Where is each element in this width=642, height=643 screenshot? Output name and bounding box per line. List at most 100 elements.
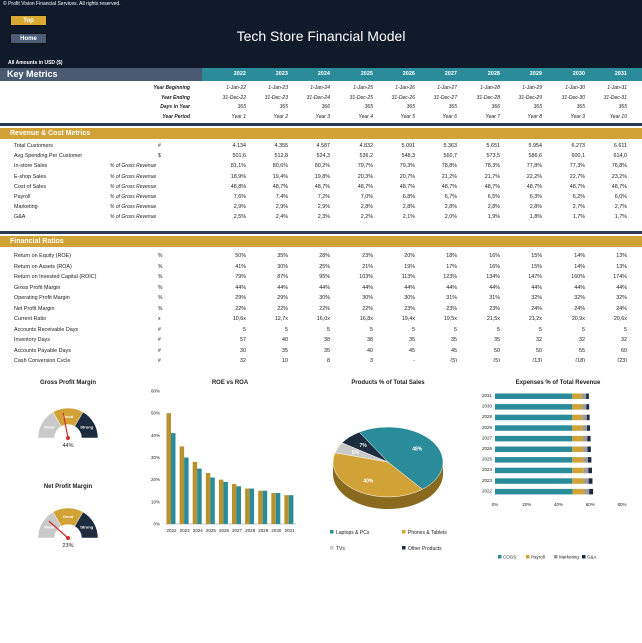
row-value: 31-Dec-27 xyxy=(433,94,457,101)
row-unit: # xyxy=(158,143,161,149)
row-value: 1-Jan-27 xyxy=(437,85,457,91)
row-value: 10 xyxy=(282,358,288,364)
metric-row: In-store Sales % of Gross Revenue 81,1% 80,… xyxy=(0,161,642,171)
row-value: 13% xyxy=(616,263,627,270)
copyright: © Profit Vision Financial Services. All … xyxy=(3,1,121,7)
row-value: 17% xyxy=(446,263,457,270)
row-value: 365 xyxy=(576,104,585,110)
legend-swatch xyxy=(582,555,586,559)
pie-slice-label: 40% xyxy=(363,479,374,485)
row-value: 123% xyxy=(443,274,457,280)
row-value: 31-Dec-30 xyxy=(561,94,585,101)
row-value: 365 xyxy=(448,104,457,110)
metric-row: Marketing % of Gross Revenue 2,9% 2,9% 2,9% 2… xyxy=(0,202,642,212)
row-value: 40 xyxy=(367,347,373,354)
bar-payroll xyxy=(572,488,585,495)
row-value: 44% xyxy=(362,284,373,291)
row-value: 77,8% xyxy=(526,163,542,170)
gauge-label: Weak xyxy=(44,425,55,430)
bar-roe xyxy=(205,473,211,524)
top-button[interactable]: Top xyxy=(10,15,47,26)
y-tick-label: 2030 xyxy=(482,404,493,409)
row-value: 48,7% xyxy=(399,183,415,190)
bar-marketing xyxy=(584,488,590,495)
metric-row: Return on Invested Capital (ROIC)% 79% 87%… xyxy=(0,272,642,282)
row-value: 44% xyxy=(319,284,330,291)
bar-g-a xyxy=(588,467,592,474)
timeline-row: Year Ending 31-Dec-22 31-Dec-23 31-Dec-24 31… xyxy=(0,93,642,103)
row-value: 31-Dec-23 xyxy=(264,94,288,101)
bar-payroll xyxy=(572,467,584,474)
row-value: 1-Jan-25 xyxy=(353,85,373,91)
metric-row: E-shop Sales % of Gross Revenue 18,9% 19,4%… xyxy=(0,172,642,182)
row-value: (5) xyxy=(493,358,500,364)
gauge-value: 23% xyxy=(62,543,73,549)
row-value: 18% xyxy=(446,253,457,259)
row-value: 35 xyxy=(494,337,500,343)
year-header-2024: 2024 xyxy=(317,71,330,77)
row-value: 1-Jan-24 xyxy=(310,85,330,91)
row-value: 48,7% xyxy=(357,183,373,190)
row-value: (13) xyxy=(532,358,542,364)
currency-note: All Amounts in USD ($) xyxy=(8,60,63,66)
row-unit: x xyxy=(158,316,161,322)
row-label: Return on Assets (ROA) xyxy=(14,263,72,270)
row-label: Current Ratio xyxy=(14,316,47,322)
x-tick-label: 2028 xyxy=(245,528,256,533)
row-value: 31-Dec-22 xyxy=(222,94,246,101)
pie-slice-label: 48% xyxy=(412,446,423,452)
row-value: 2,3% xyxy=(317,214,330,221)
row-unit: % of Gross Revenue xyxy=(110,214,157,221)
row-unit: % of Gross Revenue xyxy=(110,183,157,190)
gauge-needle xyxy=(62,412,69,439)
row-value: 2,8% xyxy=(529,204,542,211)
row-value: 2,8% xyxy=(360,204,373,211)
timeline-row: Days in Year 365 365 366 365 365 365 366 365 365 3… xyxy=(0,102,642,112)
timeline-row: Year Period Year 1 Year 2 Year 3 Year 4 Year … xyxy=(0,112,642,122)
row-value: Year 4 xyxy=(358,113,373,120)
legend-label: Laptops & PCs xyxy=(336,530,370,536)
section-divider xyxy=(0,231,642,234)
row-value: 524,3 xyxy=(316,153,331,160)
row-value: (18) xyxy=(575,358,585,364)
bar-g-a xyxy=(589,488,594,495)
row-value: 24% xyxy=(531,305,542,312)
legend-swatch xyxy=(402,546,406,550)
bar-marketing xyxy=(582,425,588,431)
bar-marketing xyxy=(582,435,588,442)
y-tick-label: 20% xyxy=(151,477,160,482)
row-value: 21,2% xyxy=(441,173,457,180)
y-tick-label: 0% xyxy=(153,522,160,527)
bar-roa xyxy=(171,433,176,524)
row-value: 13% xyxy=(616,253,627,259)
bar-marketing xyxy=(582,414,587,421)
bar-payroll xyxy=(572,435,583,442)
year-header-2030: 2030 xyxy=(572,71,585,77)
row-value: 30% xyxy=(404,295,415,301)
y-tick-label: 50% xyxy=(151,411,160,416)
row-value: 20,6x xyxy=(613,316,627,322)
row-value: 1-Jan-30 xyxy=(565,85,585,91)
row-value: 19,4% xyxy=(272,173,288,180)
row-value: 32% xyxy=(574,295,585,301)
legend-swatch xyxy=(498,555,502,559)
row-unit: % xyxy=(158,253,163,259)
row-value: 365 xyxy=(279,104,288,110)
row-value: 22,7% xyxy=(569,173,585,180)
charts-svg: Gross Profit Margin Weak Good Strong 44% Net … xyxy=(37,380,627,560)
gauge-segment-strong xyxy=(74,411,99,439)
row-value: 29% xyxy=(235,295,246,301)
row-value: 23% xyxy=(489,305,500,312)
row-value: 614,0 xyxy=(613,153,628,160)
home-button[interactable]: Home xyxy=(10,33,47,44)
row-value: 24% xyxy=(574,305,585,312)
row-unit: # xyxy=(158,326,161,333)
x-tick-label: 2023 xyxy=(180,528,191,533)
y-tick-label: 2029 xyxy=(482,414,493,419)
row-value: 31-Dec-29 xyxy=(518,94,542,101)
row-value: 38 xyxy=(367,337,373,343)
x-tick-label: 2026 xyxy=(219,528,230,533)
row-value: 44% xyxy=(235,284,246,291)
row-value: 10,6x xyxy=(232,316,246,322)
bar-roe xyxy=(179,446,185,524)
